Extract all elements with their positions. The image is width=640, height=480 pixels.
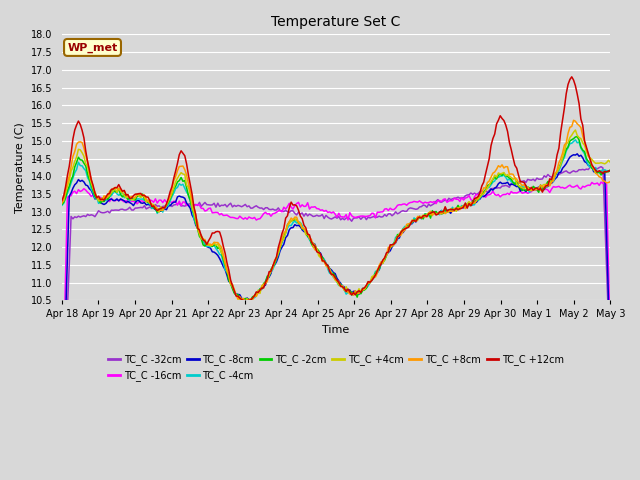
Y-axis label: Temperature (C): Temperature (C): [15, 122, 25, 213]
X-axis label: Time: Time: [323, 325, 349, 335]
Title: Temperature Set C: Temperature Set C: [271, 15, 401, 29]
Legend: TC_C -32cm, TC_C -16cm, TC_C -8cm, TC_C -4cm, TC_C -2cm, TC_C +4cm, TC_C +8cm, T: TC_C -32cm, TC_C -16cm, TC_C -8cm, TC_C …: [104, 350, 568, 385]
Text: WP_met: WP_met: [67, 42, 118, 53]
